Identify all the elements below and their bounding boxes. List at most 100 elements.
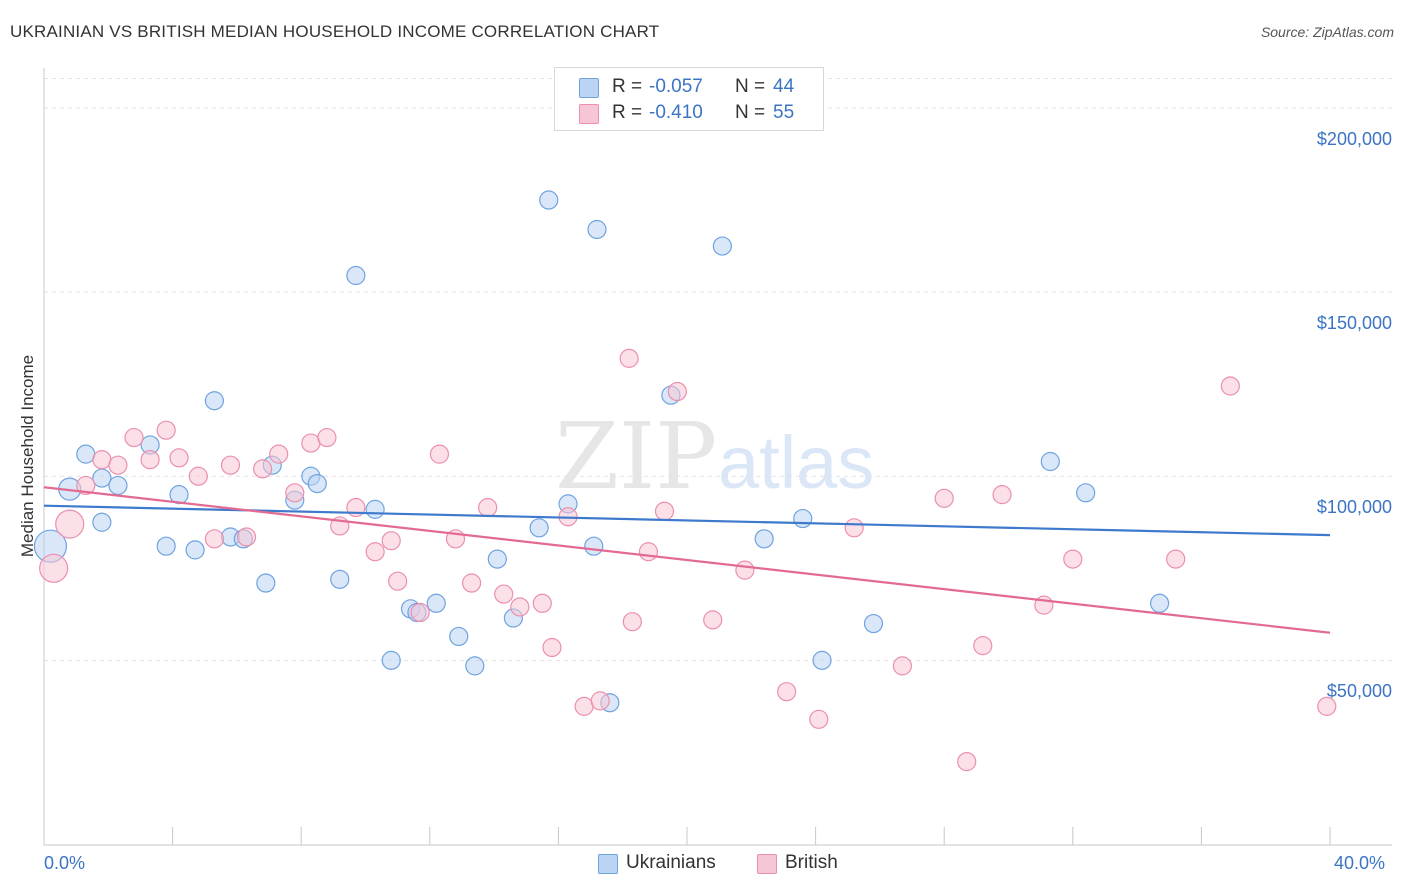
data-points — [33, 190, 1337, 772]
legend-swatch-british — [579, 104, 599, 124]
point-british — [532, 593, 552, 613]
point-british — [703, 610, 723, 630]
point-ukrainians — [92, 512, 112, 532]
chart-title: UKRAINIAN VS BRITISH MEDIAN HOUSEHOLD IN… — [10, 22, 660, 41]
point-british — [957, 752, 977, 772]
point-british — [124, 427, 144, 448]
point-ukrainians — [76, 444, 96, 464]
n-label: N = — [735, 102, 766, 123]
point-british — [622, 612, 642, 632]
point-british — [429, 444, 450, 464]
point-ukrainians — [307, 473, 327, 494]
trend-lines — [43, 486, 1331, 634]
point-british — [108, 455, 128, 475]
point-british — [638, 542, 659, 562]
point-ukrainians — [863, 613, 884, 634]
point-british — [574, 696, 594, 716]
point-ukrainians — [256, 573, 276, 593]
point-british — [317, 427, 337, 448]
point-ukrainians — [381, 650, 401, 670]
bottom-legend-label-british: British — [785, 852, 838, 873]
n-value: 44 — [773, 76, 795, 97]
point-ukrainians — [449, 626, 469, 647]
point-ukrainians — [330, 569, 350, 589]
point-british — [140, 450, 160, 470]
point-british — [39, 553, 69, 583]
point-british — [169, 448, 189, 468]
watermark-zip: ZIP — [555, 403, 717, 510]
point-british — [76, 475, 96, 496]
point-ukrainians — [1076, 483, 1096, 503]
point-british — [510, 597, 530, 617]
y-tick-label: $50,000 — [1326, 681, 1392, 702]
point-british — [478, 497, 498, 518]
point-ukrainians — [346, 265, 366, 286]
bottom-legend-label-ukrainians: Ukrainians — [626, 852, 716, 873]
point-british — [381, 531, 401, 551]
point-british — [1063, 549, 1083, 569]
point-british — [285, 483, 305, 503]
x-tick-label-min: 0.0% — [44, 853, 86, 873]
point-british — [667, 381, 687, 402]
axes — [43, 68, 1392, 846]
x-tick-label-max: 40.0% — [1334, 853, 1386, 873]
point-ukrainians — [487, 549, 507, 569]
point-ukrainians — [465, 656, 485, 676]
point-british — [809, 709, 829, 729]
point-ukrainians — [587, 219, 607, 240]
point-british — [156, 420, 176, 440]
correlation-legend: R = -0.057 N = 44 R = -0.410 N = 55 — [554, 67, 824, 131]
point-ukrainians — [754, 529, 774, 549]
n-label: N = — [735, 76, 766, 97]
point-ukrainians — [92, 468, 112, 488]
y-axis-label: Median Household Income — [18, 354, 37, 558]
point-british — [253, 459, 273, 479]
y-tick-label: $100,000 — [1316, 497, 1392, 518]
point-british — [542, 637, 562, 658]
point-british — [55, 509, 85, 539]
point-ukrainians — [1150, 593, 1170, 613]
bottom-legend-swatch-british — [757, 854, 777, 874]
watermark: ZIP atlas — [555, 403, 874, 510]
r-value: -0.057 — [649, 76, 703, 97]
point-british — [220, 455, 241, 475]
point-ukrainians — [812, 650, 832, 670]
point-british — [92, 450, 112, 470]
n-value: 55 — [773, 102, 795, 123]
point-british — [204, 529, 224, 549]
point-british — [934, 488, 954, 508]
point-british — [892, 656, 913, 676]
point-ukrainians — [793, 508, 813, 529]
point-british — [301, 433, 321, 453]
point-ukrainians — [108, 475, 128, 496]
point-ukrainians — [365, 499, 385, 519]
point-british — [1166, 549, 1186, 569]
point-ukrainians — [1040, 451, 1060, 472]
point-british — [844, 518, 864, 538]
point-british — [461, 573, 482, 593]
point-british — [777, 682, 797, 702]
point-british — [973, 636, 993, 656]
r-label: R = — [612, 102, 643, 123]
r-label: R = — [612, 76, 643, 97]
point-ukrainians — [584, 536, 604, 556]
trend-line-british — [43, 486, 1331, 634]
point-british — [410, 602, 430, 623]
y-tick-label: $150,000 — [1316, 313, 1392, 334]
source-label: Source: ZipAtlas.com — [1260, 24, 1394, 40]
point-ukrainians — [204, 391, 224, 411]
r-value: -0.410 — [649, 102, 703, 123]
gridlines — [44, 78, 1392, 661]
point-british — [269, 444, 289, 464]
point-ukrainians — [539, 190, 559, 210]
bottom-legend-swatch-ukrainians — [598, 854, 618, 874]
point-ukrainians — [185, 540, 205, 560]
point-british — [590, 691, 610, 711]
watermark-atlas: atlas — [718, 421, 874, 504]
point-british — [188, 466, 208, 486]
point-british — [735, 560, 755, 580]
point-british — [654, 501, 675, 521]
y-tick-label: $200,000 — [1316, 128, 1392, 149]
point-ukrainians — [156, 536, 176, 556]
